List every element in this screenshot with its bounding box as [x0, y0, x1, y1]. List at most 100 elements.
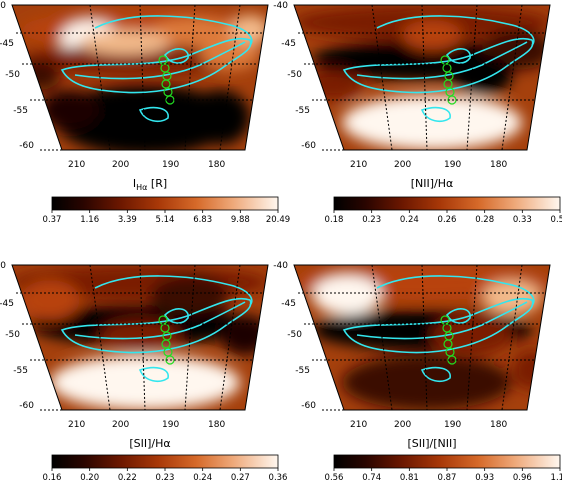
colorbar-tick-label: 0.16 — [43, 473, 62, 483]
intensity-blob — [40, 90, 100, 130]
colorbar-tick-label: 0.23 — [156, 473, 175, 483]
lon-tick-label: 200 — [112, 160, 129, 170]
intensity-blob — [452, 55, 512, 95]
colorbar-tick-label: 0.36 — [269, 473, 288, 483]
map-image — [294, 265, 550, 410]
colorbar-tick-label: 0.24 — [193, 473, 212, 483]
intensity-blob — [150, 18, 240, 48]
grid-line-lon — [501, 264, 523, 411]
lon-tick-label: 210 — [350, 160, 367, 170]
lat-tick-label: -50 — [287, 70, 302, 80]
colorbar-tick-label: 20.49 — [266, 215, 290, 225]
grid-line-lon — [89, 4, 111, 151]
lon-tick-label: 180 — [490, 160, 507, 170]
colorbar-gradient — [51, 196, 279, 211]
lon-tick-label: 210 — [350, 420, 367, 430]
lon-tick-label: 190 — [162, 420, 179, 430]
intensity-blob — [50, 355, 240, 410]
contour-ring — [446, 48, 471, 64]
lat-tick-label: -45 — [0, 299, 14, 309]
lon-tick-label: 190 — [444, 420, 461, 430]
contour-ring — [446, 308, 471, 324]
panel-sii_nii: -40 -45 -50 -55 -60 210 200 190 180 — [273, 261, 551, 430]
contour-knot — [138, 106, 169, 123]
contour-inner — [74, 301, 246, 340]
contour-arc — [60, 37, 252, 94]
grid-line-lon — [219, 264, 241, 411]
intensity-field — [12, 265, 268, 410]
lat-tick-label: -60 — [301, 141, 316, 151]
lat-tick-label: -40 — [273, 1, 288, 11]
lat-tick-label: -60 — [301, 401, 316, 411]
colorbar-gradient — [51, 454, 279, 469]
contour-north — [94, 15, 253, 46]
contour-arc — [342, 297, 534, 354]
intensity-blob — [482, 280, 542, 315]
colorbar-tick-label: 0.20 — [80, 473, 99, 483]
contour-ring — [164, 308, 189, 324]
colorbar-tick-label: 0.87 — [438, 473, 457, 483]
lat-tick-label: -45 — [281, 299, 296, 309]
colorbar-nii_ha: 0.18 0.23 0.24 0.26 0.28 0.33 0.53 — [325, 196, 562, 225]
map-frame — [293, 264, 551, 411]
lat-tick-label: -55 — [295, 366, 310, 376]
colorbar-sii_nii: 0.56 0.74 0.81 0.87 0.93 0.96 1.16 — [325, 454, 562, 483]
map-image — [12, 5, 268, 150]
grid-line-lon — [89, 264, 111, 411]
colorbar-gradient — [333, 454, 561, 469]
grid-line-lon — [421, 264, 428, 411]
lat-tick-label: -50 — [5, 70, 20, 80]
contours — [60, 275, 253, 383]
colorbar-tick-label: 0.26 — [438, 215, 457, 225]
green-markers — [440, 55, 457, 105]
grid-line-lon — [466, 4, 478, 151]
contour-north — [94, 275, 253, 306]
lat-tick-label: -60 — [19, 401, 34, 411]
lat-tick-label: -60 — [19, 141, 34, 151]
contour-knot — [138, 366, 169, 383]
contours — [342, 275, 535, 383]
contours — [342, 15, 535, 123]
contour-knot — [420, 366, 451, 383]
grid-line-lon — [139, 264, 146, 411]
intensity-blob — [100, 320, 180, 350]
lat-tick-label: -55 — [13, 106, 28, 116]
colorbar-halpha: 0.37 1.16 3.39 5.14 6.83 9.88 20.49 — [43, 196, 290, 225]
colorbar-tick-label: 0.96 — [513, 473, 532, 483]
contour-north — [376, 15, 535, 46]
intensity-blob — [342, 95, 522, 150]
lat-tick-label: -50 — [5, 330, 20, 340]
grid-line-lon — [421, 4, 428, 151]
grid-line-lon — [501, 4, 523, 151]
colorbar-tick-label: 0.37 — [43, 215, 62, 225]
grid-line-lon — [466, 264, 478, 411]
lon-tick-label: 180 — [208, 420, 225, 430]
map-frame — [11, 4, 269, 151]
colorbar-tick-label: 0.56 — [325, 473, 344, 483]
map-image — [12, 265, 268, 410]
colorbar-tick-label: 3.39 — [118, 215, 137, 225]
lat-tick-label: -55 — [13, 366, 28, 376]
intensity-blob — [55, 85, 235, 150]
lon-tick-label: 200 — [394, 160, 411, 170]
contour-arc — [342, 37, 534, 94]
map-frame — [11, 264, 269, 411]
colorbar-tick-label: 0.23 — [362, 215, 381, 225]
contour-inner — [74, 41, 246, 80]
colorbar-tick-label: 9.88 — [231, 215, 250, 225]
contour-knot — [420, 106, 451, 123]
intensity-blob — [512, 350, 550, 390]
panel-label: [NII]/Hα — [411, 177, 454, 190]
lon-tick-label: 210 — [68, 420, 85, 430]
colorbar-sii_ha: 0.16 0.20 0.22 0.23 0.24 0.27 0.36 — [43, 454, 288, 483]
grid-line-lon — [371, 4, 393, 151]
intensity-blob — [402, 20, 462, 50]
grid-line-lon — [371, 264, 393, 411]
grid-line-lon — [139, 4, 146, 151]
colorbar-tick-label: 1.16 — [80, 215, 99, 225]
lat-tick-label: -50 — [287, 330, 302, 340]
intensity-blob — [20, 280, 80, 320]
colorbar-tick-label: 0.22 — [118, 473, 137, 483]
colorbar-tick-label: 0.81 — [400, 473, 419, 483]
